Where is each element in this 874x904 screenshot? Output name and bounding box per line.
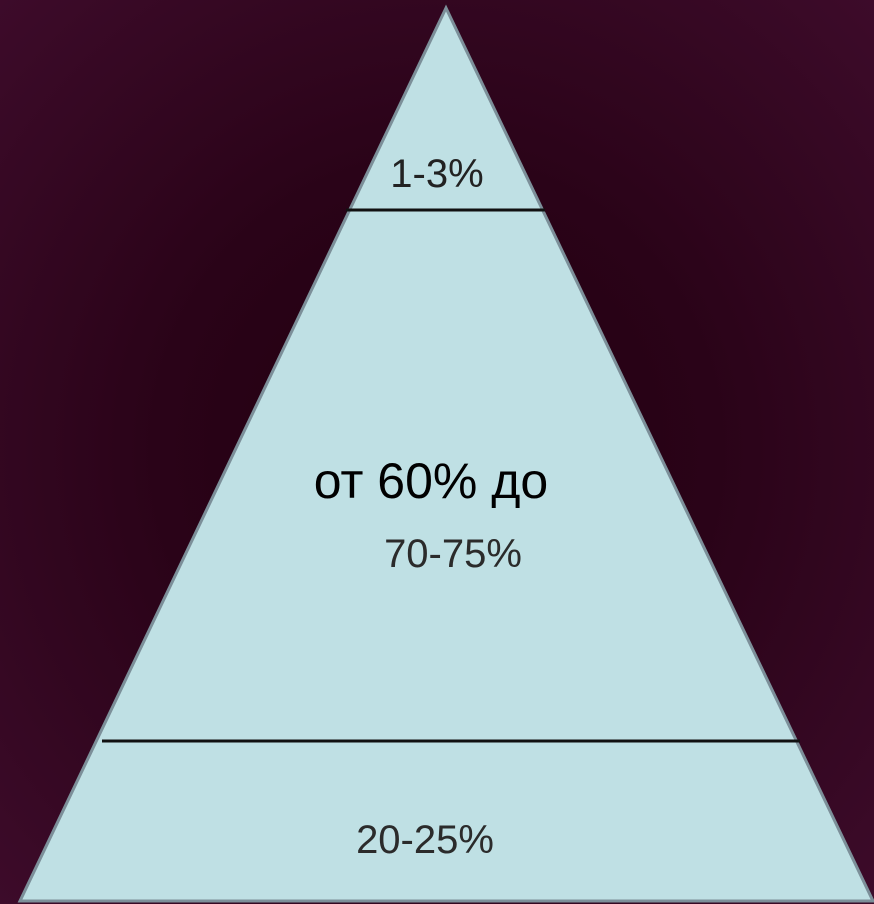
top-tier-label: 1-3%: [390, 152, 484, 196]
middle-tier-label-line1: от 60% до: [313, 453, 549, 509]
middle-tier-label-line2: 70-75%: [384, 532, 522, 576]
bottom-tier-label: 20-25%: [356, 818, 494, 862]
pyramid-body: [17, 4, 874, 903]
